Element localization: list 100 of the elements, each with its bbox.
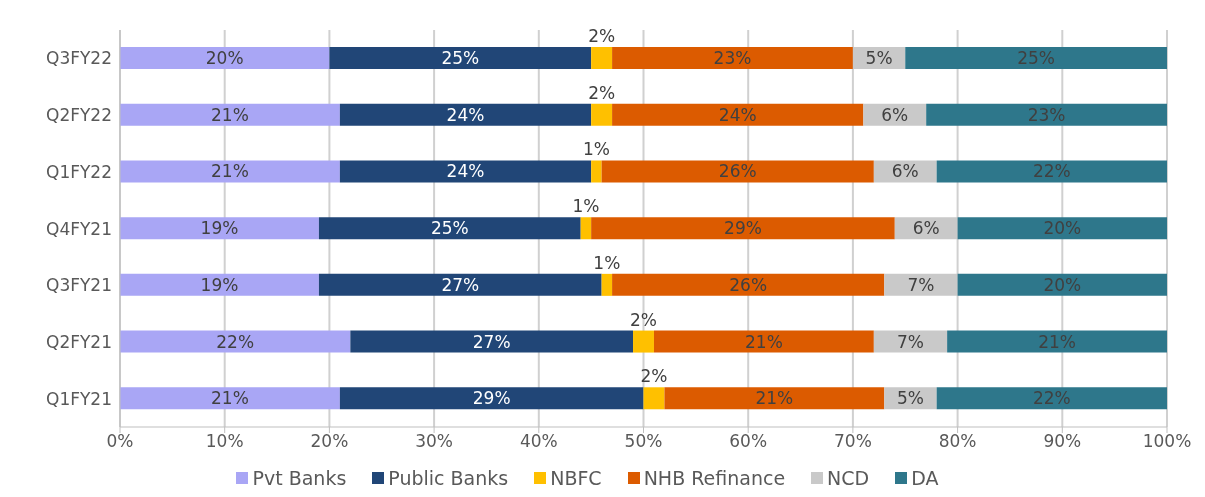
bar xyxy=(329,47,592,69)
x-tick-label: 30% xyxy=(415,431,453,452)
data-label: 25% xyxy=(1017,48,1056,68)
x-tick-label: 40% xyxy=(519,431,558,452)
x-tick-label: 10% xyxy=(205,431,244,452)
data-label: 2% xyxy=(640,366,668,387)
data-label: 21% xyxy=(755,388,794,409)
x-tick-label: 100% xyxy=(1142,431,1192,452)
bar xyxy=(612,47,853,69)
data-label: 5% xyxy=(865,48,893,68)
bar xyxy=(120,47,330,69)
data-label: 19% xyxy=(200,218,239,239)
y-tick-label: Q1FY21 xyxy=(46,388,112,409)
y-tick-label: Q2FY21 xyxy=(46,331,112,352)
data-label: 19% xyxy=(200,274,239,295)
bar xyxy=(591,160,602,183)
data-label: 23% xyxy=(1027,104,1066,125)
data-label: 2% xyxy=(588,26,616,46)
x-tick-label: 70% xyxy=(834,431,872,452)
y-tick-label: Q1FY22 xyxy=(46,161,112,182)
data-label: 21% xyxy=(211,161,249,182)
bar xyxy=(905,47,1167,69)
data-label: 21% xyxy=(1038,331,1076,352)
x-tick-label: 0% xyxy=(106,431,134,452)
bar xyxy=(120,103,340,126)
bar xyxy=(120,330,351,353)
bar xyxy=(947,330,1167,353)
bar xyxy=(580,217,592,240)
data-label: 20% xyxy=(1043,218,1082,239)
bar xyxy=(957,217,1167,240)
data-label: 1% xyxy=(582,139,610,160)
x-tick-label: 50% xyxy=(624,431,663,452)
x-tick-label: 90% xyxy=(1043,431,1082,452)
bar xyxy=(318,273,602,296)
bar xyxy=(873,330,948,353)
data-label: 22% xyxy=(216,331,255,352)
data-label: 21% xyxy=(745,331,783,352)
data-label: 2% xyxy=(630,309,657,330)
data-label: 7% xyxy=(907,274,935,295)
data-label: 1% xyxy=(572,196,600,217)
data-label: 7% xyxy=(896,331,924,352)
data-label: 21% xyxy=(211,388,249,409)
data-label: 1% xyxy=(593,252,621,273)
legend-label: NCD xyxy=(826,467,870,489)
data-label: 23% xyxy=(713,48,752,68)
data-label: 21% xyxy=(211,104,249,125)
legend-label: NHB Refinance xyxy=(642,467,786,489)
data-label: 22% xyxy=(1032,161,1071,182)
bar xyxy=(339,387,644,410)
bar xyxy=(957,273,1167,296)
y-tick-label: Q4FY21 xyxy=(46,218,112,239)
data-label: 26% xyxy=(718,161,757,182)
bar xyxy=(936,160,1167,183)
bar xyxy=(601,273,613,296)
data-label: 26% xyxy=(729,274,768,295)
x-tick-label: 80% xyxy=(938,431,977,452)
data-label: 20% xyxy=(205,48,244,68)
legend-label: NBFC xyxy=(549,467,602,489)
bar xyxy=(653,330,874,353)
data-label: 5% xyxy=(896,388,924,409)
bar xyxy=(318,217,581,240)
bar xyxy=(120,387,340,410)
data-label: 20% xyxy=(1043,274,1082,295)
data-label: 27% xyxy=(472,331,511,352)
legend-label: DA xyxy=(910,467,939,489)
bar xyxy=(339,160,592,183)
data-label: 22% xyxy=(1032,388,1071,409)
bar xyxy=(350,330,634,353)
x-tick-label: 60% xyxy=(729,431,768,452)
bar xyxy=(120,217,319,240)
data-label: 24% xyxy=(446,104,485,125)
bar xyxy=(926,103,1167,126)
y-tick-label: Q3FY21 xyxy=(46,275,112,296)
bar xyxy=(120,160,340,183)
bar xyxy=(612,273,885,296)
data-label: 24% xyxy=(718,104,757,125)
data-label: 25% xyxy=(441,48,480,68)
bar xyxy=(612,103,864,126)
bar xyxy=(591,103,613,126)
data-label: 6% xyxy=(881,104,909,125)
data-label: 2% xyxy=(588,82,616,103)
data-label: 6% xyxy=(891,161,919,182)
bar xyxy=(339,103,592,126)
x-tick-label: 20% xyxy=(310,431,349,452)
y-tick-label: Q2FY22 xyxy=(46,105,112,126)
legend-label: Pvt Banks xyxy=(251,467,347,489)
bar xyxy=(601,160,874,183)
data-label: 27% xyxy=(441,274,480,295)
bar xyxy=(664,387,885,410)
bar xyxy=(643,387,665,410)
y-tick-label: Q3FY22 xyxy=(46,48,112,69)
bar xyxy=(936,387,1167,410)
data-label: 29% xyxy=(724,218,762,239)
bar xyxy=(120,273,319,296)
bar xyxy=(591,47,613,69)
bar xyxy=(591,217,895,240)
legend-label: Public Banks xyxy=(387,467,509,489)
data-label: 25% xyxy=(430,218,469,239)
data-label: 6% xyxy=(912,218,940,239)
data-label: 29% xyxy=(472,388,511,409)
